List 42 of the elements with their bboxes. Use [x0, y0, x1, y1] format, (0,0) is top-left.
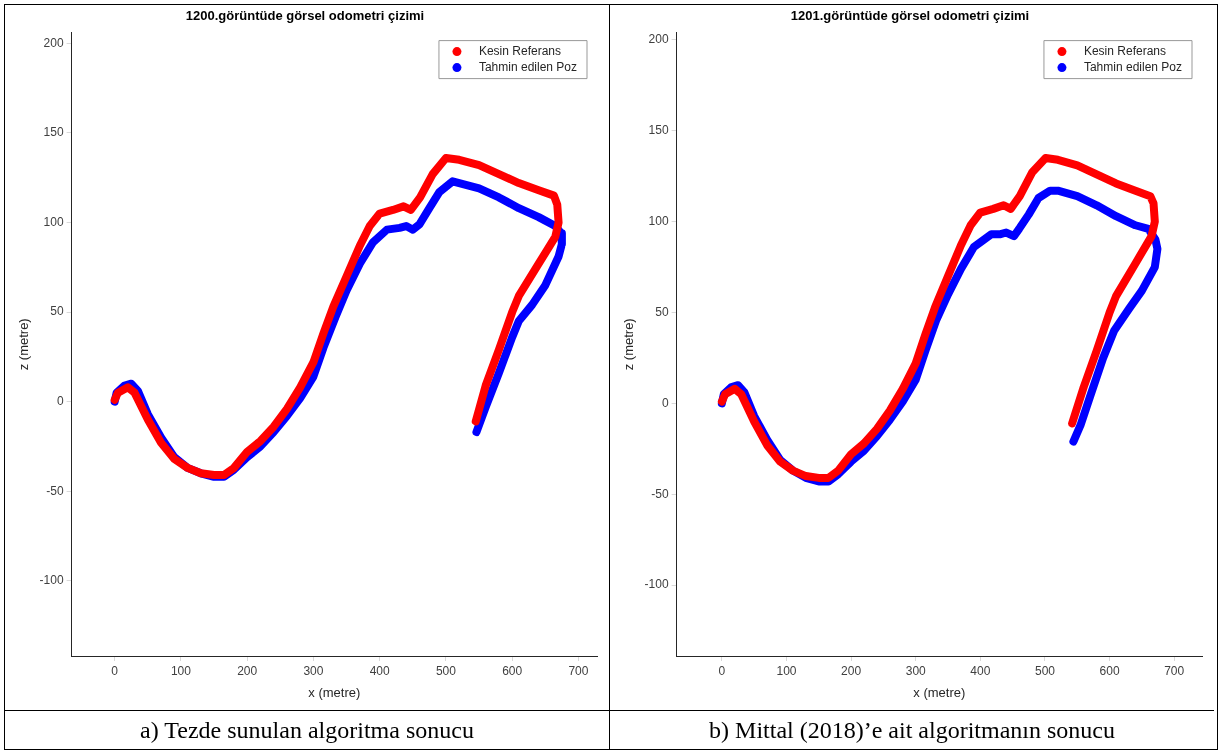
- x-tick-label: 700: [1164, 663, 1185, 678]
- x-tick-label: 600: [502, 663, 523, 678]
- y-tick-label: 50: [655, 304, 669, 319]
- y-tick-label: 0: [661, 395, 669, 410]
- legend-label: Kesin Referans: [478, 43, 561, 58]
- text: a) Tezde sunulan algoritma sonucu: [139, 715, 475, 745]
- y-tick-label: 50: [50, 304, 64, 319]
- y-tick-label: 200: [648, 32, 669, 47]
- y-axis-title: z (metre): [621, 318, 637, 371]
- legend-label: Kesin Referans: [1083, 43, 1166, 58]
- x-tick-label: 200: [841, 663, 862, 678]
- y-tick-label: 150: [648, 123, 669, 138]
- y-tick-label: 100: [43, 214, 64, 229]
- x-tick-label: 100: [170, 663, 192, 678]
- y-tick-label: 0: [56, 393, 64, 408]
- x-tick-label: 300: [303, 663, 324, 678]
- y-tick-label: -100: [39, 573, 64, 588]
- x-tick-label: 600: [1099, 663, 1120, 678]
- y-tick-label: -50: [651, 486, 669, 501]
- x-tick-label: 100: [776, 663, 797, 678]
- legend-label: Tahmin edilen Poz: [1083, 59, 1183, 74]
- x-tick-label: 0: [718, 663, 726, 678]
- y-tick-label: 100: [648, 213, 669, 228]
- x-tick-label: 400: [970, 663, 991, 678]
- x-tick-label: 700: [568, 663, 589, 678]
- legend-label: Tahmin edilen Poz: [478, 59, 578, 74]
- x-tick-label: 500: [1034, 663, 1056, 678]
- y-tick-label: 150: [43, 125, 64, 140]
- y-axis-title: z (metre): [16, 318, 32, 371]
- chart-title: 1201.görüntüde görsel odometri çizimi: [790, 8, 1030, 24]
- x-tick-label: 300: [905, 663, 927, 678]
- x-tick-label: 500: [435, 663, 457, 678]
- x-axis-title: x (metre): [308, 684, 361, 700]
- x-tick-label: 200: [237, 663, 258, 678]
- y-tick-label: -50: [46, 483, 64, 498]
- x-axis-title: x (metre): [913, 684, 966, 700]
- y-tick-label: 200: [43, 35, 64, 50]
- x-tick-label: 400: [369, 663, 391, 678]
- x-tick-label: 0: [111, 663, 119, 678]
- y-tick-label: -100: [644, 577, 669, 592]
- chart-title: 1200.görüntüde görsel odometri çizimi: [185, 8, 425, 24]
- text: b) Mittal (2018)’e ait algoritmanın sonucu: [708, 715, 1116, 745]
